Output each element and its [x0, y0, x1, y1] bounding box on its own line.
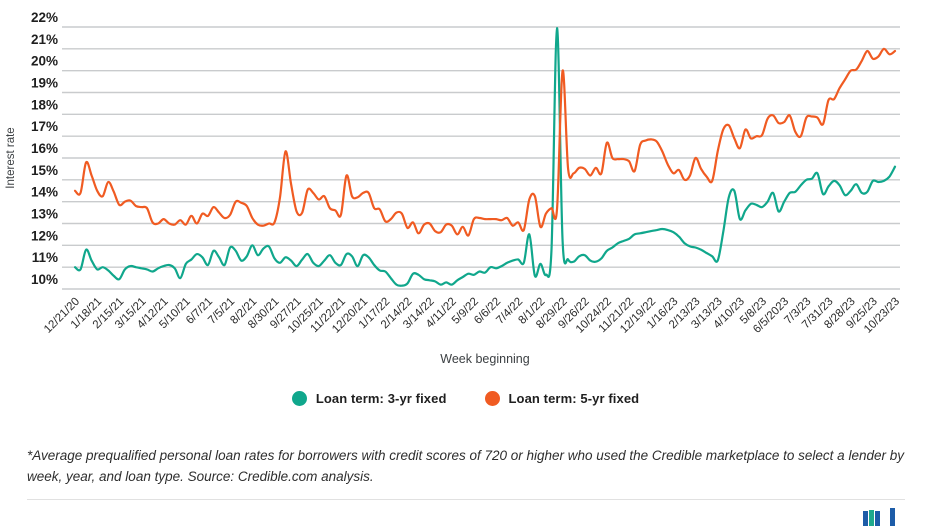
- y-tick-label: 14%: [31, 185, 58, 200]
- legend-label-5yr: Loan term: 5-yr fixed: [508, 390, 640, 406]
- y-tick-label: 12%: [31, 228, 58, 243]
- logo-bar: [869, 510, 874, 526]
- line-chart-canvas: 22%21%20%19%18%17%16%15%14%13%12%11%10%1…: [5, 10, 902, 366]
- logo-bar: [875, 511, 880, 526]
- y-tick-label: 19%: [31, 76, 58, 91]
- bottom-divider: [27, 499, 905, 500]
- x-axis-title: Week beginning: [440, 352, 529, 366]
- series-line-3yr: [73, 26, 897, 287]
- y-tick-label: 22%: [31, 10, 58, 25]
- rates-line-chart: 22% 21% 20% 19% 18% 17% 16% 15% 14% 13% 12% 11% 10% 1…: [5, 10, 902, 366]
- series-line-5yr: [73, 47, 897, 237]
- y-tick-label: 18%: [31, 97, 58, 112]
- logo-bar: [863, 511, 868, 526]
- legend-dot-5yr-icon: [484, 390, 500, 406]
- y-tick-label: 17%: [31, 119, 58, 134]
- y-tick-label: 11%: [32, 250, 58, 265]
- legend-item-3yr: Loan term: 3-yr fixed: [291, 390, 447, 406]
- brand-logo-bars-icon: [862, 508, 895, 526]
- y-tick-label: 16%: [31, 141, 58, 156]
- legend-item-5yr: Loan term: 5-yr fixed: [484, 390, 640, 406]
- y-tick-label: 20%: [31, 54, 58, 69]
- y-axis-title: Interest rate: [5, 127, 17, 188]
- y-tick-label: 10%: [31, 272, 58, 287]
- y-tick-label: 21%: [31, 32, 58, 47]
- legend-label-3yr: Loan term: 3-yr fixed: [315, 390, 447, 406]
- chart-legend: Loan term: 3-yr fixed Loan term: 5-yr fi…: [0, 385, 931, 411]
- y-tick-label: 15%: [31, 163, 58, 178]
- legend-dot-3yr-icon: [291, 390, 307, 406]
- logo-bar: [890, 508, 895, 526]
- y-tick-label: 13%: [31, 207, 58, 222]
- source-footnote: *Average prequalified personal loan rate…: [27, 448, 904, 485]
